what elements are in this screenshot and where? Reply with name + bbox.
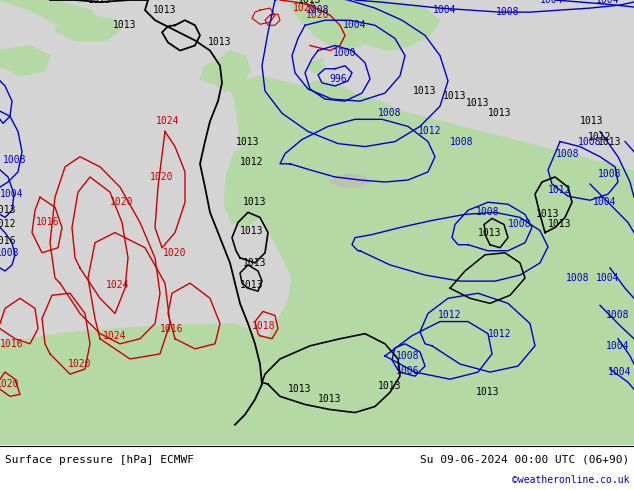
Text: 1013: 1013 — [580, 116, 604, 126]
Text: 1013: 1013 — [243, 197, 267, 207]
Text: 1013: 1013 — [478, 227, 501, 238]
Text: 1008: 1008 — [578, 137, 602, 147]
Polygon shape — [55, 15, 120, 41]
Polygon shape — [338, 167, 368, 227]
Text: 1013: 1013 — [240, 280, 264, 290]
Text: Surface pressure [hPa] ECMWF: Surface pressure [hPa] ECMWF — [5, 455, 194, 465]
Text: 1012: 1012 — [548, 185, 572, 195]
Text: 1013: 1013 — [548, 220, 572, 229]
Text: 1004: 1004 — [593, 197, 617, 207]
Text: 1013: 1013 — [378, 381, 402, 392]
Text: 1008: 1008 — [496, 7, 520, 17]
Text: 1012: 1012 — [438, 311, 462, 320]
Text: 1013: 1013 — [466, 98, 489, 108]
Text: 1012: 1012 — [240, 157, 264, 167]
Text: 1020: 1020 — [306, 10, 330, 20]
Text: 1004: 1004 — [606, 341, 630, 351]
Text: 1004: 1004 — [596, 273, 620, 283]
Polygon shape — [210, 50, 250, 91]
Text: 1013: 1013 — [243, 258, 267, 268]
Text: 1016: 1016 — [160, 323, 184, 334]
Text: 1008: 1008 — [396, 351, 420, 361]
Text: 1018: 1018 — [252, 320, 276, 331]
Text: 1024: 1024 — [156, 116, 180, 126]
Text: 996: 996 — [329, 74, 347, 84]
Text: 1013: 1013 — [88, 0, 112, 5]
Text: 1013: 1013 — [240, 225, 264, 236]
Polygon shape — [0, 323, 634, 445]
Text: 1013: 1013 — [113, 20, 137, 30]
Text: 1008: 1008 — [606, 311, 630, 320]
Text: ©weatheronline.co.uk: ©weatheronline.co.uk — [512, 475, 629, 485]
Polygon shape — [200, 63, 220, 83]
Text: 1004: 1004 — [608, 367, 631, 377]
Text: 1012: 1012 — [588, 131, 612, 142]
Text: 1013: 1013 — [153, 5, 177, 15]
Polygon shape — [308, 59, 325, 73]
Text: 1013: 1013 — [443, 91, 467, 101]
Text: 1012: 1012 — [418, 126, 442, 136]
Text: 1013: 1013 — [236, 137, 260, 147]
Polygon shape — [315, 0, 440, 50]
Text: 1013: 1013 — [318, 394, 342, 404]
Text: 1008: 1008 — [598, 169, 622, 179]
Text: 1008: 1008 — [476, 207, 500, 218]
Polygon shape — [0, 46, 50, 76]
Polygon shape — [225, 147, 275, 227]
Text: 1013: 1013 — [488, 108, 512, 118]
Text: 1004: 1004 — [343, 20, 366, 30]
Text: 1008: 1008 — [306, 5, 330, 15]
Text: 1012: 1012 — [488, 329, 512, 339]
Text: 1020: 1020 — [110, 197, 134, 207]
Text: 1016: 1016 — [36, 218, 60, 227]
Text: 1013: 1013 — [288, 384, 312, 394]
Text: 1013: 1013 — [476, 387, 500, 397]
Text: 1012: 1012 — [0, 220, 16, 229]
Text: 1008: 1008 — [556, 148, 579, 159]
Text: Su 09-06-2024 00:00 UTC (06+90): Su 09-06-2024 00:00 UTC (06+90) — [420, 455, 629, 465]
Text: 1008: 1008 — [508, 220, 532, 229]
Text: 1016: 1016 — [0, 236, 16, 245]
Text: 1004: 1004 — [433, 5, 456, 15]
Text: 1013: 1013 — [413, 86, 437, 96]
Text: 1024: 1024 — [103, 331, 127, 341]
Text: 1008: 1008 — [566, 273, 590, 283]
Polygon shape — [0, 0, 100, 30]
Text: 1013: 1013 — [0, 205, 16, 215]
Text: 1013: 1013 — [598, 137, 622, 147]
Text: 1008: 1008 — [3, 155, 27, 165]
Text: 1004: 1004 — [0, 189, 23, 199]
Text: 1013: 1013 — [536, 209, 560, 220]
Text: 1020: 1020 — [163, 248, 187, 258]
Text: 1013: 1013 — [298, 0, 321, 5]
Text: 1020: 1020 — [150, 172, 174, 182]
Text: 1008: 1008 — [378, 108, 402, 118]
Text: 1024: 1024 — [107, 280, 130, 290]
Text: 1008: 1008 — [0, 248, 20, 258]
Text: 1013: 1013 — [208, 37, 232, 48]
Polygon shape — [330, 174, 370, 187]
Polygon shape — [230, 76, 634, 445]
Text: 1004: 1004 — [596, 0, 620, 5]
Text: 1004: 1004 — [540, 0, 564, 5]
Text: 1020: 1020 — [294, 3, 317, 13]
Text: 1020: 1020 — [0, 379, 20, 389]
Text: 1020: 1020 — [68, 359, 92, 369]
Text: 1000: 1000 — [333, 48, 357, 58]
Text: 1008: 1008 — [450, 137, 474, 147]
Text: 1006: 1006 — [396, 366, 420, 376]
Text: 1016: 1016 — [0, 339, 23, 349]
Polygon shape — [290, 0, 380, 50]
